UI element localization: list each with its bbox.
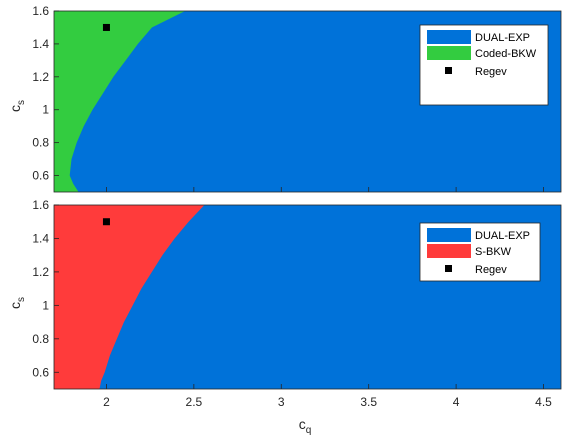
regev-point <box>102 23 110 31</box>
y-axis-label-main: c <box>7 302 23 309</box>
x-tick-label: 2.5 <box>186 395 203 409</box>
x-axis-label-sub: q <box>306 425 312 436</box>
legend-swatch-dual-exp <box>427 228 471 242</box>
legend-label-dual-exp: DUAL-EXP <box>475 32 530 44</box>
y-tick-label: 1 <box>42 298 49 312</box>
legend: DUAL-EXP S-BKW Regev <box>419 222 541 282</box>
legend-marker-regev <box>445 67 452 74</box>
x-tick-label: 4 <box>453 395 460 409</box>
y-tick-label: 0.6 <box>32 169 49 183</box>
top-panel: 0.6 0.8 1 1.2 1.4 1.6 cs DUAL-EXP Coded-BKW R… <box>7 4 562 193</box>
x-axis-label: cq <box>299 416 312 436</box>
y-axis-label-main: c <box>7 105 23 112</box>
s-bkw-region <box>54 205 205 389</box>
y-tick-label: 1 <box>42 103 49 117</box>
x-tick-label: 4.5 <box>535 395 552 409</box>
legend-swatch-dual-exp <box>427 30 471 44</box>
x-axis-label-main: c <box>299 416 306 432</box>
x-tick-label: 3 <box>278 395 285 409</box>
legend-marker-regev <box>445 265 452 272</box>
legend-swatch-s-bkw <box>427 244 471 258</box>
y-tick-label: 0.8 <box>32 136 49 150</box>
y-axis-label-sub: s <box>16 100 27 105</box>
legend-label-s-bkw: S-BKW <box>475 246 512 258</box>
y-axis-label: cs <box>7 297 27 309</box>
y-tick-label: 1.4 <box>32 231 49 245</box>
y-tick-label: 1.6 <box>32 198 49 212</box>
regev-point <box>102 218 110 226</box>
y-tick-label: 0.8 <box>32 332 49 346</box>
coded-bkw-region <box>54 11 186 192</box>
bottom-panel: 0.60.811.21.41.6 2 2.5 3 3.5 4 4.5 cs cq DUAL… <box>7 198 562 436</box>
y-axis-label: cs <box>7 100 27 112</box>
legend-label-dual-exp: DUAL-EXP <box>475 230 530 242</box>
legend-label-regev: Regev <box>475 264 507 276</box>
y-tick-label: 1.6 <box>32 4 49 18</box>
plot-frame <box>53 10 562 193</box>
legend: DUAL-EXP Coded-BKW Regev <box>419 24 549 106</box>
y-tick-label: 1.4 <box>32 37 49 51</box>
x-tick-label: 3.5 <box>360 395 377 409</box>
y-tick-label: 0.6 <box>32 365 49 379</box>
y-axis-label-sub: s <box>16 297 27 302</box>
legend-label-regev: Regev <box>475 66 507 78</box>
y-tick-label: 1.2 <box>32 70 49 84</box>
y-tick-label: 1.2 <box>32 265 49 279</box>
legend-label-coded-bkw: Coded-BKW <box>475 48 537 60</box>
plot-frame <box>53 204 562 390</box>
x-tick-label: 2 <box>103 395 110 409</box>
legend-swatch-coded-bkw <box>427 46 471 60</box>
